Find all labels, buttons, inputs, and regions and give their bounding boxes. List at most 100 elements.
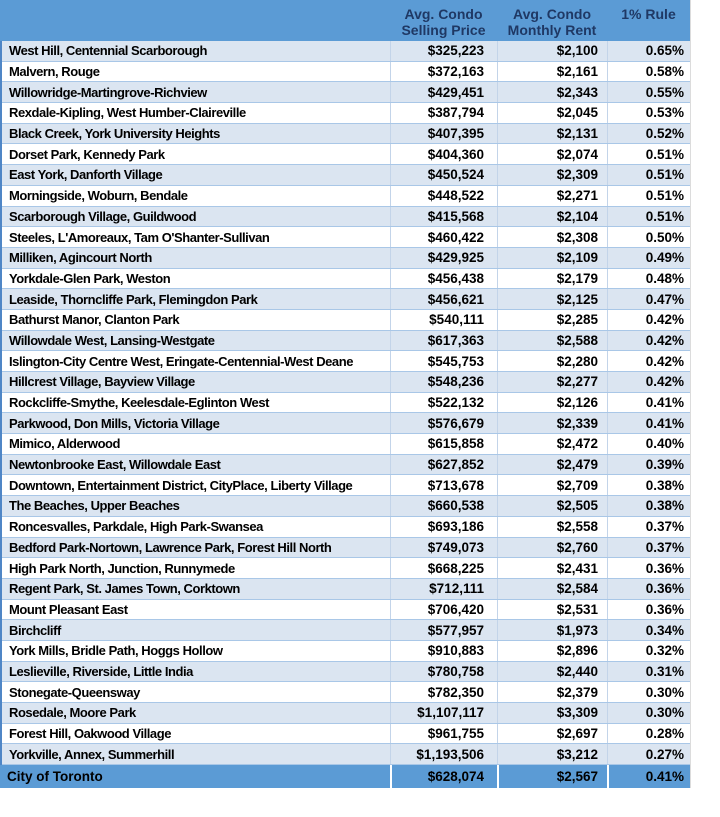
monthly-rent-cell: $2,125 (497, 289, 607, 309)
header-one-percent-rule: 1% Rule (621, 6, 676, 22)
selling-price-cell: $387,794 (390, 103, 497, 123)
neighbourhood-cell: Willowridge-Martingrove-Richview (9, 84, 207, 100)
one-percent-rule-cell: 0.28% (607, 723, 690, 744)
selling-price-cell: $456,621 (390, 289, 497, 309)
one-percent-rule-cell: 0.36% (607, 558, 690, 578)
monthly-rent-cell: $2,308 (497, 227, 607, 247)
neighbourhood-cell: Milliken, Agincourt North (9, 250, 152, 266)
neighbourhood-cell: Scarborough Village, Guildwood (9, 208, 197, 224)
table-row: East York, Danforth Village $450,524 $2,… (2, 165, 690, 186)
one-percent-rule-cell: 0.42% (607, 372, 690, 392)
neighbourhood-cell: Forest Hill, Oakwood Village (9, 726, 171, 742)
one-percent-rule-cell: 0.42% (607, 309, 690, 330)
selling-price-cell: $577,957 (390, 620, 497, 640)
table-row: Steeles, L'Amoreaux, Tam O'Shanter-Sulli… (2, 227, 690, 248)
one-percent-rule-cell: 0.34% (607, 620, 690, 640)
selling-price-cell: $407,395 (390, 123, 497, 144)
selling-price-cell: $429,451 (390, 82, 497, 103)
footer-selling-price: $628,074 (390, 765, 497, 789)
table-row: Forest Hill, Oakwood Village $961,755 $2… (2, 723, 690, 745)
neighbourhood-cell: Mount Pleasant East (9, 601, 128, 617)
one-percent-rule-cell: 0.38% (607, 496, 690, 516)
selling-price-cell: $961,755 (390, 723, 497, 744)
neighbourhood-cell: Hillcrest Village, Bayview Village (9, 374, 195, 390)
selling-price-cell: $660,538 (390, 496, 497, 516)
one-percent-rule-cell: 0.30% (607, 703, 690, 723)
neighbourhood-cell: Newtonbrooke East, Willowdale East (9, 457, 221, 473)
selling-price-cell: $1,107,117 (390, 703, 497, 723)
one-percent-rule-cell: 0.41% (607, 392, 690, 413)
monthly-rent-cell: $2,584 (497, 578, 607, 599)
one-percent-rule-cell: 0.42% (607, 351, 690, 371)
neighbourhood-cell: The Beaches, Upper Beaches (9, 498, 180, 514)
monthly-rent-cell: $2,109 (497, 247, 607, 268)
neighbourhood-cell: Black Creek, York University Heights (9, 126, 220, 142)
table-row: Leaside, Thorncliffe Park, Flemingdon Pa… (2, 289, 690, 310)
neighbourhood-cell: Bathurst Manor, Clanton Park (9, 312, 180, 328)
selling-price-cell: $627,852 (390, 454, 497, 475)
one-percent-rule-cell: 0.40% (607, 434, 690, 454)
selling-price-cell: $1,193,506 (390, 744, 497, 765)
table-row: Rexdale-Kipling, West Humber-Claireville… (2, 103, 690, 124)
one-percent-rule-cell: 0.51% (607, 206, 690, 227)
table-footer-row: City of Toronto $628,074 $2,567 0.41% (0, 765, 690, 789)
monthly-rent-cell: $2,131 (497, 123, 607, 144)
selling-price-cell: $782,350 (390, 682, 497, 702)
selling-price-cell: $404,360 (390, 144, 497, 165)
neighbourhood-cell: Steeles, L'Amoreaux, Tam O'Shanter-Sulli… (9, 229, 270, 245)
selling-price-cell: $615,858 (390, 434, 497, 454)
neighbourhood-cell: Leslieville, Riverside, Little India (9, 663, 193, 679)
monthly-rent-cell: $2,588 (497, 330, 607, 351)
neighbourhood-cell: Yorkville, Annex, Summerhill (9, 746, 175, 762)
monthly-rent-cell: $2,531 (497, 599, 607, 620)
table-row: West Hill, Centennial Scarborough $325,2… (2, 41, 690, 62)
footer-one-percent-rule: 0.41% (607, 765, 690, 789)
one-percent-rule-cell: 0.50% (607, 227, 690, 247)
selling-price-cell: $548,236 (390, 372, 497, 392)
monthly-rent-cell: $2,271 (497, 185, 607, 206)
selling-price-cell: $576,679 (390, 413, 497, 434)
monthly-rent-cell: $3,309 (497, 703, 607, 723)
header-avg-selling-price: Avg. Condo Selling Price (401, 6, 486, 38)
neighbourhood-cell: Islington-City Centre West, Eringate-Cen… (9, 353, 353, 369)
table-row: Regent Park, St. James Town, Corktown $7… (2, 578, 690, 600)
selling-price-cell: $693,186 (390, 516, 497, 537)
selling-price-cell: $545,753 (390, 351, 497, 371)
one-percent-rule-cell: 0.36% (607, 599, 690, 620)
one-percent-rule-cell: 0.65% (607, 41, 690, 61)
table-row: Parkwood, Don Mills, Victoria Village $5… (2, 413, 690, 435)
one-percent-rule-cell: 0.48% (607, 268, 690, 289)
monthly-rent-cell: $2,896 (497, 640, 607, 661)
neighbourhood-cell: Bedford Park-Nortown, Lawrence Park, For… (9, 539, 332, 555)
neighbourhood-cell: High Park North, Junction, Runnymede (9, 560, 235, 576)
table-row: Willowridge-Martingrove-Richview $429,45… (2, 82, 690, 104)
table-row: Roncesvalles, Parkdale, High Park-Swanse… (2, 516, 690, 538)
monthly-rent-cell: $2,100 (497, 41, 607, 61)
selling-price-cell: $448,522 (390, 185, 497, 206)
neighbourhood-cell: Malvern, Rouge (9, 64, 100, 80)
neighbourhood-cell: Rexdale-Kipling, West Humber-Claireville (9, 105, 246, 121)
table-row: Willowdale West, Lansing-Westgate $617,3… (2, 330, 690, 352)
one-percent-rule-cell: 0.42% (607, 330, 690, 351)
monthly-rent-cell: $2,045 (497, 103, 607, 123)
monthly-rent-cell: $2,440 (497, 661, 607, 682)
monthly-rent-cell: $2,479 (497, 454, 607, 475)
one-percent-rule-cell: 0.49% (607, 247, 690, 268)
table-row: Milliken, Agincourt North $429,925 $2,10… (2, 247, 690, 269)
one-percent-rule-cell: 0.36% (607, 578, 690, 599)
neighbourhood-cell: East York, Danforth Village (9, 167, 163, 183)
neighbourhood-cell: Rosedale, Moore Park (9, 705, 136, 721)
monthly-rent-cell: $2,126 (497, 392, 607, 413)
table-row: Mimico, Alderwood $615,858 $2,472 0.40% (2, 434, 690, 455)
table-row: York Mills, Bridle Path, Hoggs Hollow $9… (2, 640, 690, 662)
neighbourhood-cell: Parkwood, Don Mills, Victoria Village (9, 415, 220, 431)
monthly-rent-cell: $2,379 (497, 682, 607, 702)
table-row: Yorkdale-Glen Park, Weston $456,438 $2,1… (2, 268, 690, 290)
one-percent-rule-cell: 0.30% (607, 682, 690, 702)
monthly-rent-cell: $2,074 (497, 144, 607, 165)
one-percent-rule-cell: 0.27% (607, 744, 690, 765)
selling-price-cell: $415,568 (390, 206, 497, 227)
selling-price-cell: $522,132 (390, 392, 497, 413)
one-percent-rule-cell: 0.52% (607, 123, 690, 144)
one-percent-rule-cell: 0.47% (607, 289, 690, 309)
